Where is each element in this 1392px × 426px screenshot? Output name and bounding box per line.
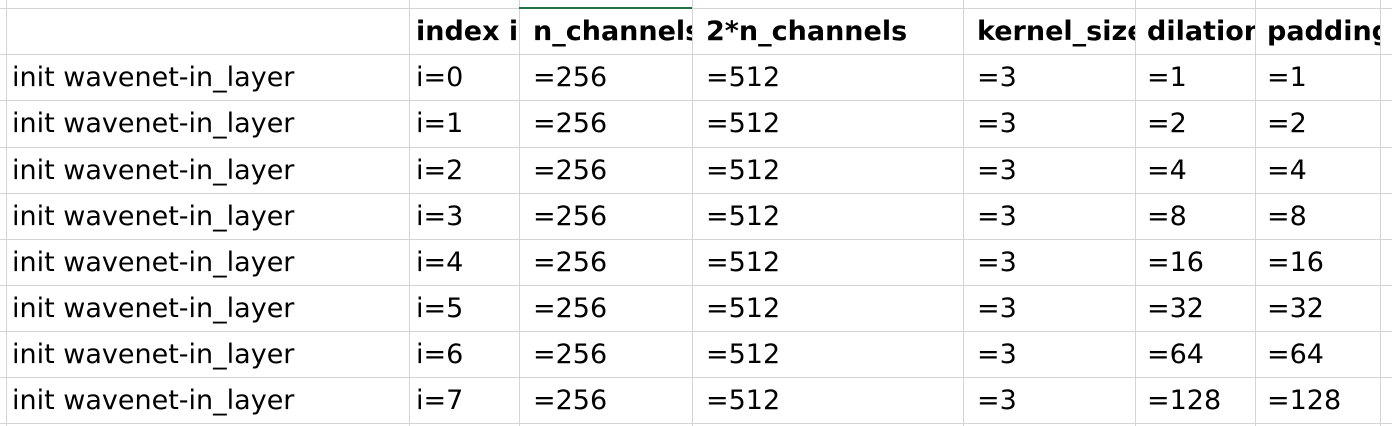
row-gridline [0,377,1392,378]
cell-padding[interactable]: =32 [1267,293,1324,324]
row-gridline [0,239,1392,240]
cell-index[interactable]: i=2 [416,155,464,186]
table-row: init wavenet-in_layer i=1 =256 =512 =3 =2 =2 [0,100,1392,146]
cell-dilation[interactable]: =16 [1147,247,1204,278]
row-gridline [0,331,1392,332]
cell-row-label[interactable]: init wavenet-in_layer [12,201,295,232]
column-gridline [1135,0,1136,426]
cell-row-label[interactable]: init wavenet-in_layer [12,385,295,416]
cell-index[interactable]: i=1 [416,108,464,139]
row-gridline [0,100,1392,101]
cell-n-channels[interactable]: =256 [533,293,608,324]
column-gridline [409,0,410,426]
cell-kernel-size[interactable]: =3 [977,293,1017,324]
selection-indicator [519,7,692,9]
row-gridline [0,193,1392,194]
header-cell-index[interactable]: index i [416,16,519,47]
cell-padding[interactable]: =128 [1267,385,1342,416]
cell-double-n-channels[interactable]: =512 [706,247,781,278]
cell-double-n-channels[interactable]: =512 [706,62,781,93]
cell-padding[interactable]: =2 [1267,108,1307,139]
cell-padding[interactable]: =16 [1267,247,1324,278]
header-cell-n-channels[interactable]: n_channels [533,16,692,47]
header-cell-kernel-size[interactable]: kernel_size [977,16,1135,47]
cell-kernel-size[interactable]: =3 [977,339,1017,370]
cell-row-label[interactable]: init wavenet-in_layer [12,108,295,139]
cell-dilation[interactable]: =8 [1147,201,1187,232]
cell-padding[interactable]: =1 [1267,62,1307,93]
cell-dilation[interactable]: =128 [1147,385,1222,416]
cell-padding[interactable]: =64 [1267,339,1324,370]
column-gridline [519,0,520,426]
cell-n-channels[interactable]: =256 [533,385,608,416]
cell-dilation[interactable]: =32 [1147,293,1204,324]
cell-dilation[interactable]: =2 [1147,108,1187,139]
cell-index[interactable]: i=0 [416,62,464,93]
cell-row-label[interactable]: init wavenet-in_layer [12,155,295,186]
cell-row-label[interactable]: init wavenet-in_layer [12,62,295,93]
cell-double-n-channels[interactable]: =512 [706,155,781,186]
cell-row-label[interactable]: init wavenet-in_layer [12,339,295,370]
cell-kernel-size[interactable]: =3 [977,155,1017,186]
cell-dilation[interactable]: =64 [1147,339,1204,370]
row-gridline [0,423,1392,424]
cell-dilation[interactable]: =1 [1147,62,1187,93]
header-cell-row-label[interactable] [0,9,409,54]
cell-index[interactable]: i=3 [416,201,464,232]
table-row: init wavenet-in_layer i=0 =256 =512 =3 =1 =1 [0,54,1392,100]
cell-index[interactable]: i=6 [416,339,464,370]
row-gridline [0,54,1392,55]
cell-row-label[interactable]: init wavenet-in_layer [12,293,295,324]
cell-kernel-size[interactable]: =3 [977,201,1017,232]
column-gridline [6,0,7,426]
cell-index[interactable]: i=4 [416,247,464,278]
row-gridline [0,8,1392,9]
cell-n-channels[interactable]: =256 [533,108,608,139]
cell-double-n-channels[interactable]: =512 [706,293,781,324]
cell-double-n-channels[interactable]: =512 [706,108,781,139]
cell-n-channels[interactable]: =256 [533,62,608,93]
header-row: index i n_channels 2*n_channels kernel_size… [0,9,1392,54]
column-gridline [1380,0,1381,426]
cell-index[interactable]: i=7 [416,385,464,416]
cell-kernel-size[interactable]: =3 [977,385,1017,416]
row-gridline [0,147,1392,148]
table-row: init wavenet-in_layer i=6 =256 =512 =3 =64 =64 [0,331,1392,377]
column-gridline [963,0,964,426]
table-row: init wavenet-in_layer i=5 =256 =512 =3 =32 =32 [0,285,1392,331]
column-gridline [1255,0,1256,426]
header-cell-double-n-channels[interactable]: 2*n_channels [706,16,908,47]
column-gridline [692,0,693,426]
cell-n-channels[interactable]: =256 [533,247,608,278]
cell-double-n-channels[interactable]: =512 [706,201,781,232]
cell-double-n-channels[interactable]: =512 [706,385,781,416]
cell-kernel-size[interactable]: =3 [977,247,1017,278]
table-row: init wavenet-in_layer i=4 =256 =512 =3 =16 =16 [0,239,1392,285]
table-row: init wavenet-in_layer i=2 =256 =512 =3 =4 =4 [0,147,1392,193]
cell-kernel-size[interactable]: =3 [977,62,1017,93]
cell-double-n-channels[interactable]: =512 [706,339,781,370]
cell-padding[interactable]: =8 [1267,201,1307,232]
cell-padding[interactable]: =4 [1267,155,1307,186]
cell-n-channels[interactable]: =256 [533,201,608,232]
table-row: init wavenet-in_layer i=7 =256 =512 =3 =128 =1… [0,377,1392,423]
row-gridline [0,285,1392,286]
cell-row-label[interactable]: init wavenet-in_layer [12,247,295,278]
header-cell-dilation[interactable]: dilation [1147,16,1255,47]
header-cell-padding[interactable]: padding [1267,16,1380,47]
cell-n-channels[interactable]: =256 [533,339,608,370]
cell-n-channels[interactable]: =256 [533,155,608,186]
cell-index[interactable]: i=5 [416,293,464,324]
cell-kernel-size[interactable]: =3 [977,108,1017,139]
cell-dilation[interactable]: =4 [1147,155,1187,186]
table-row: init wavenet-in_layer i=3 =256 =512 =3 =8 =8 [0,193,1392,239]
